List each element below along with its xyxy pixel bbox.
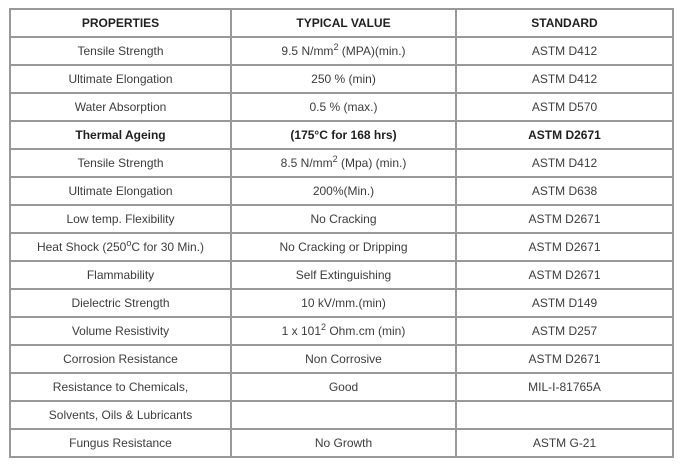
table-row: Tensile Strength 9.5 N/mm2 (MPA)(min.) A… (9, 36, 674, 66)
cell-property: Low temp. Flexibility (9, 204, 232, 234)
cell-property: Tensile Strength (9, 36, 232, 66)
table-row: Solvents, Oils & Lubricants (9, 400, 674, 430)
table-row: Fungus Resistance No Growth ASTM G-21 (9, 428, 674, 458)
table-row: Tensile Strength 8.5 N/mm2 (Mpa) (min.) … (9, 148, 674, 178)
table-row: Resistance to Chemicals, Good MIL-I-8176… (9, 372, 674, 402)
cell-value (230, 400, 457, 430)
table-row: Low temp. Flexibility No Cracking ASTM D… (9, 204, 674, 234)
cell-standard: ASTM D2671 (455, 232, 674, 262)
cell-value: 8.5 N/mm2 (Mpa) (min.) (230, 148, 457, 178)
cell-standard: ASTM D2671 (455, 204, 674, 234)
cell-property: Corrosion Resistance (9, 344, 232, 374)
table-row: Dielectric Strength 10 kV/mm.(min) ASTM … (9, 288, 674, 318)
cell-property: Thermal Ageing (9, 120, 232, 150)
cell-standard: ASTM G-21 (455, 428, 674, 458)
cell-value: No Cracking (230, 204, 457, 234)
table-row: Volume Resistivity 1 x 1012 Ohm.cm (min)… (9, 316, 674, 346)
cell-property: Water Absorption (9, 92, 232, 122)
table-row: Water Absorption 0.5 % (max.) ASTM D570 (9, 92, 674, 122)
cell-value: 1 x 1012 Ohm.cm (min) (230, 316, 457, 346)
cell-standard: MIL-I-81765A (455, 372, 674, 402)
cell-property: Flammability (9, 260, 232, 290)
cell-standard: ASTM D2671 (455, 344, 674, 374)
cell-standard: ASTM D257 (455, 316, 674, 346)
cell-value: No Cracking or Dripping (230, 232, 457, 262)
table-row: Ultimate Elongation 250 % (min) ASTM D41… (9, 64, 674, 94)
cell-property: Ultimate Elongation (9, 64, 232, 94)
column-header-typical-value: TYPICAL VALUE (230, 8, 457, 38)
cell-standard: ASTM D149 (455, 288, 674, 318)
cell-value: Self Extinguishing (230, 260, 457, 290)
cell-property: Dielectric Strength (9, 288, 232, 318)
cell-value: No Growth (230, 428, 457, 458)
cell-value: 9.5 N/mm2 (MPA)(min.) (230, 36, 457, 66)
cell-value: Good (230, 372, 457, 402)
cell-value: 0.5 % (max.) (230, 92, 457, 122)
cell-standard: ASTM D2671 (455, 120, 674, 150)
cell-value: 200%(Min.) (230, 176, 457, 206)
cell-property: Ultimate Elongation (9, 176, 232, 206)
cell-standard: ASTM D412 (455, 36, 674, 66)
cell-standard: ASTM D638 (455, 176, 674, 206)
cell-property: Solvents, Oils & Lubricants (9, 400, 232, 430)
cell-standard: ASTM D2671 (455, 260, 674, 290)
properties-table: PROPERTIES TYPICAL VALUE STANDARD Tensil… (9, 8, 674, 458)
cell-standard: ASTM D412 (455, 148, 674, 178)
cell-value: Non Corrosive (230, 344, 457, 374)
cell-value: (175°C for 168 hrs) (230, 120, 457, 150)
cell-property: Tensile Strength (9, 148, 232, 178)
table-row: Flammability Self Extinguishing ASTM D26… (9, 260, 674, 290)
cell-value: 10 kV/mm.(min) (230, 288, 457, 318)
cell-property: Resistance to Chemicals, (9, 372, 232, 402)
table-row: Heat Shock (250oC for 30 Min.) No Cracki… (9, 232, 674, 262)
table-row: Ultimate Elongation 200%(Min.) ASTM D638 (9, 176, 674, 206)
cell-property: Volume Resistivity (9, 316, 232, 346)
cell-standard: ASTM D570 (455, 92, 674, 122)
table-row: Corrosion Resistance Non Corrosive ASTM … (9, 344, 674, 374)
cell-standard: ASTM D412 (455, 64, 674, 94)
column-header-properties: PROPERTIES (9, 8, 232, 38)
column-header-standard: STANDARD (455, 8, 674, 38)
cell-property: Fungus Resistance (9, 428, 232, 458)
cell-standard (455, 400, 674, 430)
cell-value: 250 % (min) (230, 64, 457, 94)
table-header-row: PROPERTIES TYPICAL VALUE STANDARD (9, 8, 674, 38)
cell-property: Heat Shock (250oC for 30 Min.) (9, 232, 232, 262)
table-row: Thermal Ageing (175°C for 168 hrs) ASTM … (9, 120, 674, 150)
